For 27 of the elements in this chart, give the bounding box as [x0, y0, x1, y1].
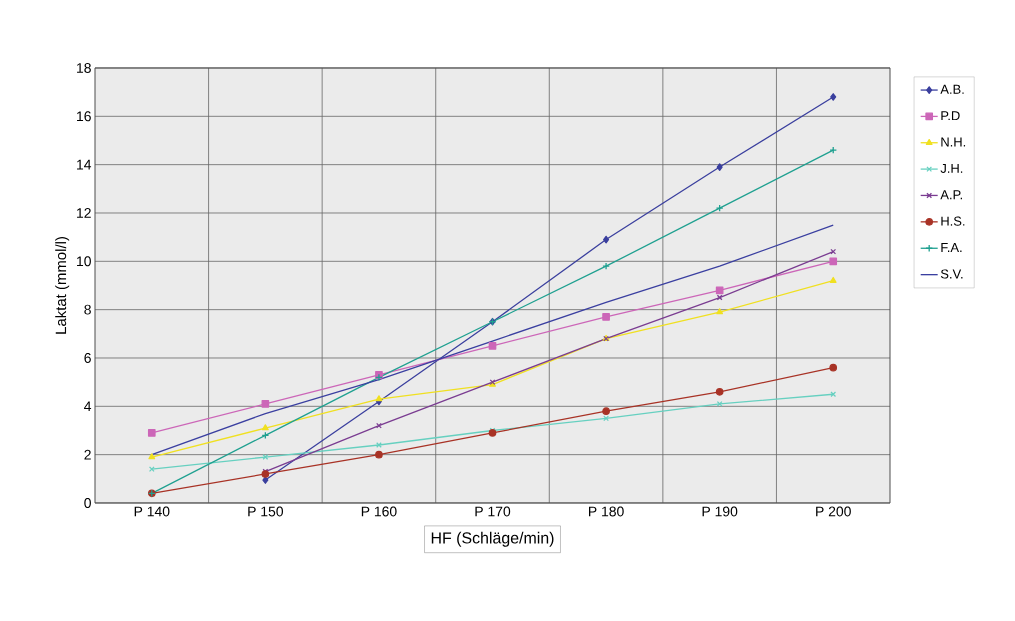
y-tick-label: 4: [84, 401, 92, 412]
y-tick-label: 2: [84, 449, 91, 460]
y-tick-label: 18: [77, 63, 91, 73]
legend-label: P.D: [941, 111, 960, 121]
y-tick-label: 10: [77, 256, 91, 267]
legend-label: F.A.: [941, 243, 962, 252]
legend-label: A.P.: [940, 190, 962, 200]
x-tick-label: P 160: [361, 506, 397, 517]
x-axis-title: HF (Schläge/min): [431, 531, 554, 547]
y-tick-label: 12: [77, 208, 91, 218]
legend-label: J.H.: [940, 163, 963, 173]
legend-label: S.V.: [940, 269, 963, 279]
x-tick-label: P 170: [475, 506, 511, 517]
y-tick-label: 14: [77, 159, 92, 170]
legend-label: A.B.: [940, 84, 964, 94]
y-axis-title: Laktat (mmol/l): [55, 237, 70, 334]
y-tick-label: 6: [84, 353, 91, 363]
y-tick-label: 0: [84, 498, 91, 508]
legend-label: N.H.: [941, 137, 966, 147]
y-tick-label: 16: [77, 111, 91, 122]
x-tick-label: P 140: [134, 506, 170, 517]
x-tick-label: P 180: [589, 506, 624, 517]
legend-label: H.S.: [941, 216, 965, 226]
y-tick-label: 8: [84, 304, 91, 315]
x-tick-label: P 150: [248, 506, 284, 517]
x-tick-label: P 190: [702, 506, 738, 517]
x-tick-label: P 200: [816, 506, 851, 517]
